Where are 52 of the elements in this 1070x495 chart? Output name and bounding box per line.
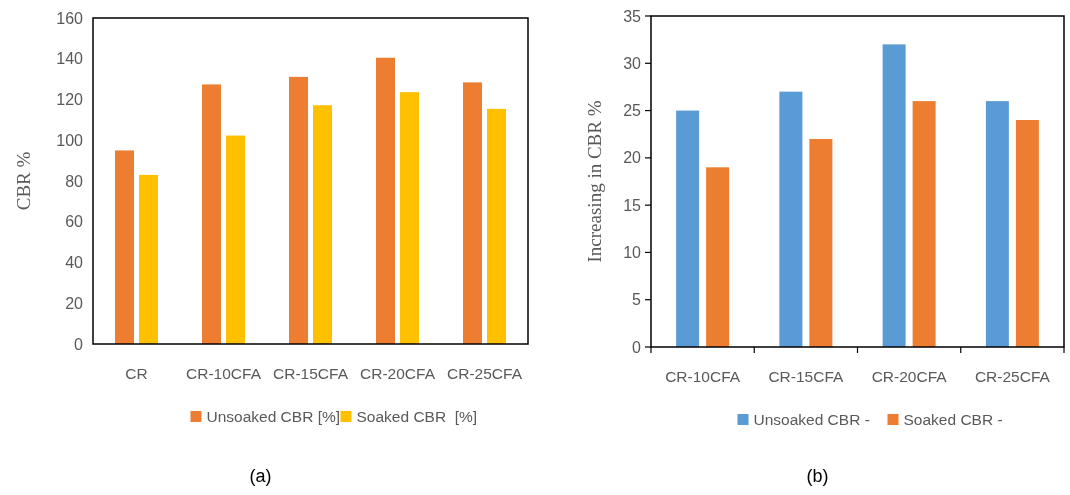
y-tick-label: 35	[623, 7, 642, 25]
bar	[139, 174, 158, 344]
y-axis-title: CBR %	[13, 151, 34, 211]
bar	[400, 92, 419, 344]
bar	[202, 84, 221, 344]
bar	[289, 76, 308, 344]
y-tick-label: 120	[56, 91, 84, 109]
y-tick-label: 140	[56, 50, 84, 68]
y-tick-label: 25	[623, 102, 642, 120]
y-tick-label: 60	[65, 213, 84, 231]
bar	[882, 44, 906, 347]
y-axis-title: Increasing in CBR %	[584, 100, 605, 263]
legend-label: Soaked CBR -	[903, 411, 1003, 428]
y-tick-label: 20	[623, 149, 642, 167]
bar	[313, 105, 332, 344]
legend-label: Unsoaked CBR -	[753, 411, 870, 428]
y-tick-label: 40	[65, 254, 84, 272]
y-tick-label: 15	[623, 196, 642, 214]
x-tick-label: CR-25CFA	[974, 368, 1051, 385]
x-tick-label: CR-10CFA	[665, 368, 741, 385]
x-tick-label: CR-10CFA	[186, 365, 262, 382]
x-tick-label: CR-15CFA	[768, 368, 844, 385]
bar	[809, 138, 833, 347]
y-tick-label: 20	[65, 294, 84, 312]
bar	[706, 167, 730, 347]
x-tick-label: CR-15CFA	[273, 365, 349, 382]
bar	[1015, 120, 1039, 347]
bar	[985, 101, 1009, 347]
bar	[226, 135, 245, 344]
y-tick-label: 100	[56, 131, 84, 149]
legend-label: Unsoaked CBR [%]	[206, 408, 341, 425]
y-tick-label: 160	[56, 9, 84, 27]
y-tick-label: 80	[65, 172, 84, 190]
x-tick-label: CR-25CFA	[447, 365, 523, 382]
bar	[376, 57, 395, 344]
bar	[779, 91, 803, 347]
x-tick-label: CR	[125, 365, 148, 382]
y-tick-label: 30	[623, 54, 642, 72]
legend-label: Soaked CBR [%]	[356, 408, 478, 425]
x-tick-label: CR-20CFA	[360, 365, 436, 382]
bar	[676, 110, 700, 347]
y-tick-label: 0	[632, 338, 642, 356]
y-tick-label: 0	[74, 335, 84, 353]
bar	[912, 101, 936, 347]
x-tick-label: CR-20CFA	[871, 368, 948, 385]
y-tick-label: 5	[632, 291, 642, 309]
text: (b)	[806, 466, 829, 486]
y-tick-label: 10	[623, 244, 642, 262]
text: (a)	[249, 466, 272, 486]
bar	[487, 108, 506, 344]
bar	[463, 82, 482, 344]
bar	[115, 150, 134, 344]
